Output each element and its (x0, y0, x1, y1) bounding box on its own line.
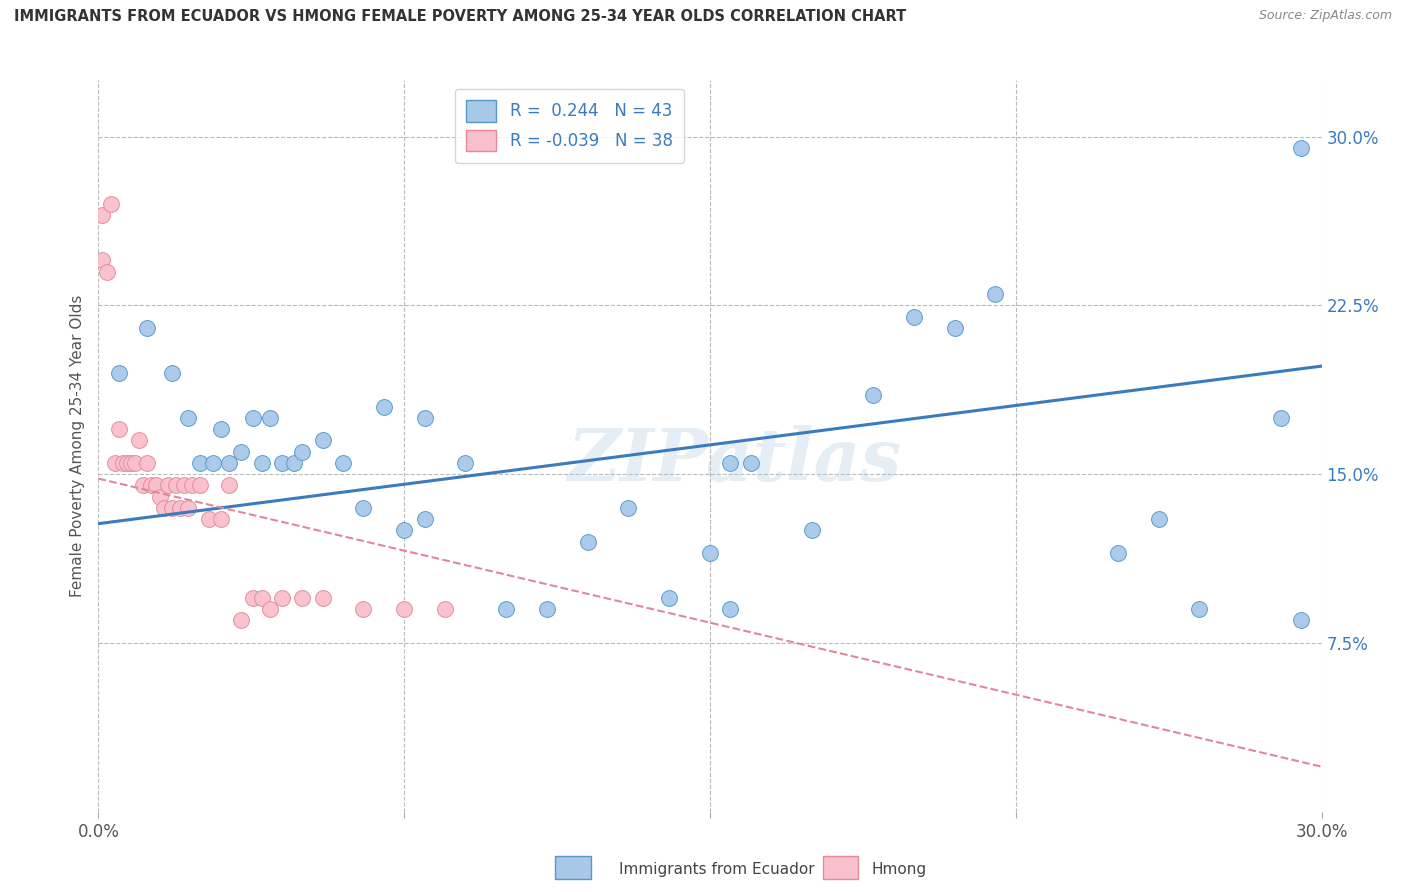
Point (209, 422, 232, 436)
Point (231, 614, 253, 628)
Point (242, 591, 264, 605)
Point (250, 456, 273, 470)
Point (156, 478, 179, 492)
Point (160, 500, 183, 515)
Point (720, 602, 742, 616)
Point (104, 456, 127, 470)
Point (218, 456, 240, 470)
Point (392, 524, 416, 538)
Point (1107, 546, 1129, 560)
Point (91, 253, 114, 268)
Point (454, 456, 477, 470)
Point (250, 591, 273, 605)
Point (392, 602, 416, 616)
Point (188, 456, 212, 470)
Point (291, 444, 314, 458)
Point (124, 456, 146, 470)
Point (91, 208, 114, 222)
Point (862, 388, 884, 402)
Point (108, 422, 131, 436)
Point (1291, 141, 1313, 155)
Point (181, 478, 204, 492)
Point (270, 591, 294, 605)
Point (209, 512, 232, 526)
Point (740, 456, 762, 470)
Point (413, 410, 436, 425)
Point (177, 410, 200, 425)
Point (201, 456, 224, 470)
Point (259, 410, 281, 425)
Y-axis label: Female Poverty Among 25-34 Year Olds: Female Poverty Among 25-34 Year Olds (70, 295, 86, 597)
Point (242, 410, 264, 425)
FancyBboxPatch shape (823, 856, 858, 879)
Point (270, 456, 294, 470)
Point (132, 478, 155, 492)
Text: Source: ZipAtlas.com: Source: ZipAtlas.com (1258, 9, 1392, 22)
Point (111, 456, 134, 470)
Point (197, 512, 219, 526)
Point (145, 478, 167, 492)
Point (943, 321, 966, 335)
Point (169, 500, 191, 515)
Point (141, 478, 163, 492)
Point (536, 602, 558, 616)
Point (100, 197, 122, 211)
Text: ZIPatlas: ZIPatlas (568, 425, 901, 496)
Point (1270, 410, 1292, 425)
Point (283, 456, 305, 470)
Text: IMMIGRANTS FROM ECUADOR VS HMONG FEMALE POVERTY AMONG 25-34 YEAR OLDS CORRELATIO: IMMIGRANTS FROM ECUADOR VS HMONG FEMALE … (14, 9, 907, 24)
Point (312, 434, 335, 448)
Point (699, 546, 721, 560)
Point (352, 602, 374, 616)
Point (128, 434, 150, 448)
Point (720, 456, 742, 470)
Point (152, 500, 174, 515)
Point (115, 456, 138, 470)
Point (259, 602, 281, 616)
Point (165, 478, 187, 492)
Point (96, 264, 118, 278)
Point (984, 287, 1007, 301)
Point (658, 591, 681, 605)
FancyBboxPatch shape (555, 856, 591, 879)
Point (231, 444, 253, 458)
Point (903, 310, 925, 324)
Point (1147, 512, 1170, 526)
Point (291, 591, 314, 605)
Legend: R =  0.244   N = 43, R = -0.039   N = 38: R = 0.244 N = 43, R = -0.039 N = 38 (454, 88, 685, 163)
Point (352, 500, 374, 515)
Point (413, 512, 436, 526)
Point (1291, 614, 1313, 628)
Point (801, 524, 824, 538)
Point (136, 456, 159, 470)
Text: Hmong: Hmong (872, 863, 927, 877)
Point (120, 456, 142, 470)
Point (177, 500, 200, 515)
Point (108, 366, 131, 380)
Point (149, 490, 172, 504)
Point (617, 500, 640, 515)
Point (332, 456, 354, 470)
Point (188, 478, 212, 492)
Point (373, 400, 395, 414)
Point (218, 478, 240, 492)
Point (173, 478, 195, 492)
Point (160, 366, 183, 380)
Point (312, 591, 335, 605)
Point (495, 602, 517, 616)
Text: Immigrants from Ecuador: Immigrants from Ecuador (619, 863, 814, 877)
Point (136, 321, 159, 335)
Point (576, 534, 599, 549)
Point (434, 602, 457, 616)
Point (1188, 602, 1211, 616)
